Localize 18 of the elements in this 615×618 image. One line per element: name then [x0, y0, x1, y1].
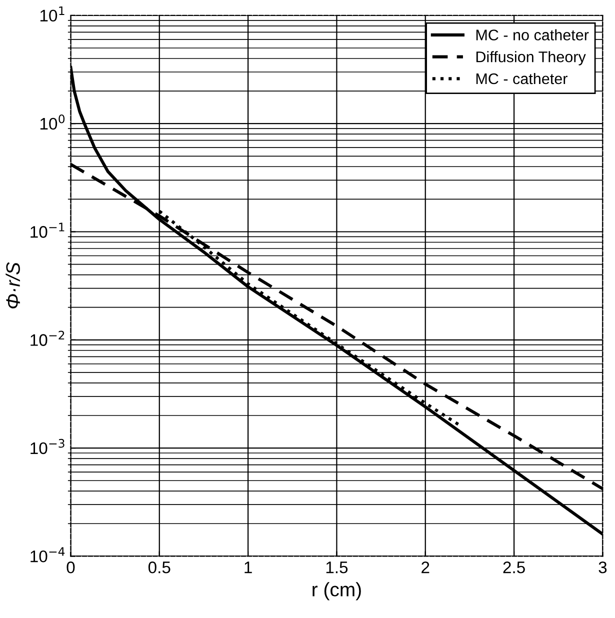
- x-axis-title: r (cm): [312, 582, 361, 600]
- y-tick-label: 10$^{−4}$: [30, 547, 65, 562]
- x-tick-label: 2: [422, 562, 430, 574]
- x-tick-label: 0: [66, 562, 75, 574]
- legend-label: MC - catheter: [476, 72, 568, 84]
- y-tick-label: 10$^{−2}$: [30, 330, 64, 346]
- x-tick-label: 2.5: [503, 562, 525, 574]
- x-tick-label: 3: [598, 562, 607, 574]
- x-tick-label: 1.5: [326, 562, 348, 574]
- legend-label: MC - no catheter: [476, 29, 589, 40]
- y-tick-label: 10$^{0}$: [40, 114, 65, 130]
- legend-label: Diffusion Theory: [476, 51, 586, 66]
- y-tick-label: 10$^{−3}$: [30, 438, 64, 454]
- x-tick-label: 0.5: [148, 562, 170, 574]
- y-tick-label: 10$^{−1}$: [30, 222, 64, 238]
- x-tick-label: 1: [244, 562, 252, 574]
- y-axis-title: Φ·r/S: [6, 262, 20, 308]
- y-tick-label: 10$^{1}$: [40, 6, 64, 22]
